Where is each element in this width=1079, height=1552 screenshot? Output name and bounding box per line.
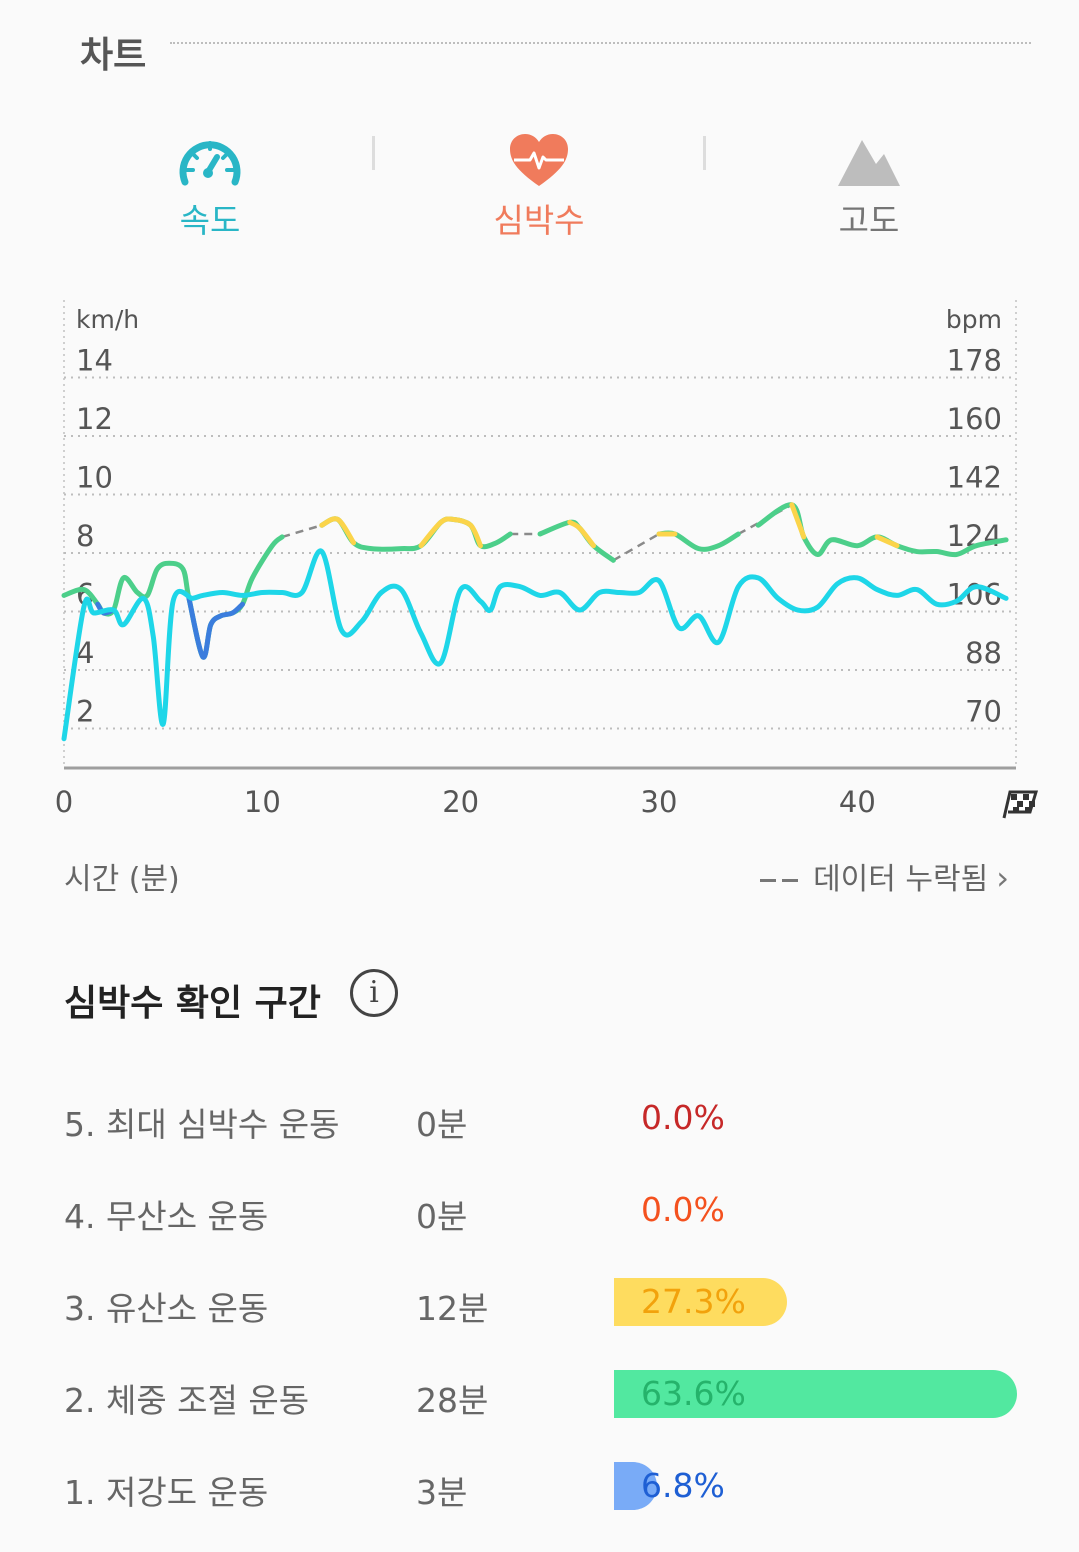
heart-rate-line-high-zone: [874, 534, 900, 549]
x-tick-label: 40: [839, 785, 876, 819]
flag-check: [1013, 807, 1019, 813]
speedometer-icon: [130, 122, 290, 188]
chevron-right-icon: ›: [996, 859, 1009, 897]
tab-separator: [703, 136, 706, 170]
zone-name: 5. 최대 심박수 운동: [64, 1105, 340, 1144]
y-left-tick-label: 12: [76, 402, 113, 436]
dash-legend-icon: [759, 879, 776, 882]
flag-check: [1017, 801, 1023, 807]
y-left-tick-label: 2: [76, 695, 94, 729]
flag-check: [1029, 801, 1035, 807]
tab-speed-label: 속도: [179, 201, 241, 240]
zone-row: 3. 유산소 운동 12분 27.3%: [0, 1274, 1079, 1334]
zone-name: 4. 무산소 운동: [64, 1197, 269, 1236]
x-tick-label: 10: [244, 785, 281, 819]
tab-heart-rate[interactable]: 심박수: [459, 122, 619, 242]
flag-check: [1025, 807, 1031, 813]
y-left-tick-label: 4: [76, 636, 94, 670]
mountain-icon: [789, 122, 949, 188]
finish-flag-icon: [1002, 790, 1039, 819]
missing-data-link[interactable]: 데이터 누락됨 ›: [759, 854, 1009, 898]
zone-percent: 63.6%: [641, 1374, 746, 1413]
zone-percent: 6.8%: [641, 1466, 725, 1505]
x-tick-label: 30: [641, 785, 678, 819]
missing-data-label: 데이터 누락됨: [813, 862, 989, 897]
y-right-tick-label: 142: [947, 461, 1002, 495]
heart-rate-speed-chart: 14 178 12 160 10 142 8 124 6 106 4 88 2 70 km/h bpm 0 10 2…: [0, 290, 1079, 830]
tab-altitude-label: 고도: [838, 201, 900, 240]
x-axis-label: 시간 (분): [64, 862, 180, 897]
zone-percent: 27.3%: [641, 1282, 746, 1321]
zone-name: 1. 저강도 운동: [64, 1473, 269, 1512]
zone-name: 3. 유산소 운동: [64, 1289, 269, 1328]
zone-row: 5. 최대 심박수 운동 0분 0.0%: [0, 1090, 1079, 1150]
dash-legend-icon: [781, 879, 798, 882]
heart-rate-line-high-zone: [567, 519, 597, 549]
y-left-tick-label: 10: [76, 461, 113, 495]
info-icon[interactable]: i: [350, 969, 398, 1017]
zone-time: 28분: [416, 1381, 489, 1420]
zone-row: 2. 체중 조절 운동 28분 63.6%: [0, 1366, 1079, 1426]
zone-percent: 0.0%: [641, 1190, 725, 1229]
zone-section-title: 심박수 확인 구간: [64, 983, 321, 1024]
zone-time: 0분: [416, 1105, 468, 1144]
x-tick-label: 20: [442, 785, 479, 819]
y-right-unit: bpm: [946, 305, 1002, 334]
missing-data-segment: [281, 524, 323, 539]
heart-rate-line-high-zone: [319, 516, 357, 546]
zone-bar: [614, 1370, 1017, 1418]
zone-row: 4. 무산소 운동 0분 0.0%: [0, 1182, 1079, 1242]
zone-time: 12분: [416, 1289, 489, 1328]
flag-check: [1023, 794, 1029, 800]
heart-rate-line-high-zone: [418, 516, 483, 549]
flag-check: [1011, 794, 1017, 800]
speed-line: [61, 548, 1009, 742]
zone-bar: [614, 1462, 657, 1510]
zone-bar: [614, 1278, 787, 1326]
tab-altitude[interactable]: 고도: [789, 122, 949, 242]
y-left-tick-label: 8: [76, 519, 94, 553]
zone-time: 3분: [416, 1473, 468, 1512]
heart-rate-line-low-zone: [186, 595, 245, 660]
y-left-unit: km/h: [76, 305, 139, 334]
y-left-tick-label: 14: [76, 344, 113, 378]
title-divider: [170, 42, 1031, 44]
y-right-tick-label: 178: [947, 344, 1002, 378]
tab-heart-rate-label: 심박수: [493, 201, 585, 240]
zone-name: 2. 체중 조절 운동: [64, 1381, 310, 1420]
heart-rate-line-high-zone: [789, 502, 807, 540]
x-tick-label: 0: [55, 785, 73, 819]
missing-data-segment: [612, 532, 660, 562]
zone-row: 1. 저강도 운동 3분 6.8%: [0, 1458, 1079, 1518]
zone-time: 0분: [416, 1197, 468, 1236]
heart-rate-icon: [459, 122, 619, 188]
y-right-tick-label: 70: [965, 695, 1002, 729]
tab-speed[interactable]: 속도: [130, 122, 290, 242]
tab-separator: [372, 136, 375, 170]
y-right-tick-label: 88: [965, 636, 1002, 670]
zone-percent: 0.0%: [641, 1098, 725, 1137]
y-right-tick-label: 160: [947, 402, 1002, 436]
section-title: 차트: [80, 35, 147, 76]
